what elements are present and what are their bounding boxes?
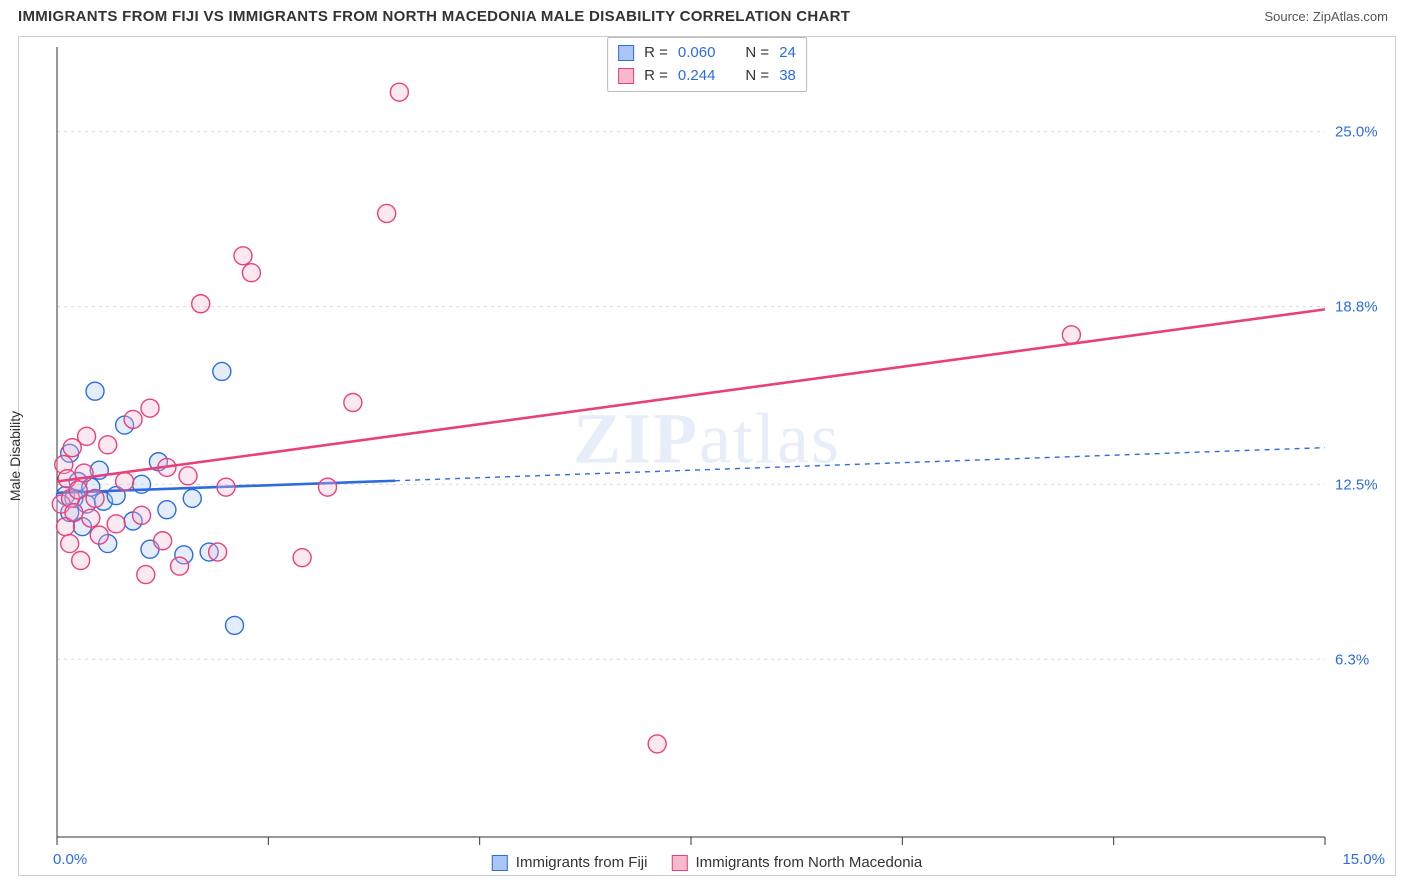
stat-n-label: N = — [745, 65, 769, 88]
y-tick-label: 6.3% — [1335, 651, 1369, 668]
swatch-fiji — [618, 45, 634, 61]
page-title: IMMIGRANTS FROM FIJI VS IMMIGRANTS FROM … — [18, 8, 850, 25]
point-nmk — [390, 83, 408, 101]
source-attribution: Source: ZipAtlas.com — [1264, 9, 1388, 24]
point-nmk — [82, 509, 100, 527]
point-nmk — [234, 247, 252, 265]
point-nmk — [107, 515, 125, 533]
x-axis-min-label: 0.0% — [53, 851, 87, 868]
point-nmk — [65, 504, 83, 522]
point-nmk — [137, 566, 155, 584]
trend-fiji-dashed — [395, 448, 1325, 481]
point-nmk — [90, 526, 108, 544]
stat-r-label: R = — [644, 65, 668, 88]
legend-swatch-nmk — [671, 855, 687, 871]
stat-row-fiji: R = 0.060 N = 24 — [618, 42, 796, 65]
point-fiji — [158, 501, 176, 519]
stat-n-label: N = — [745, 42, 769, 65]
point-nmk — [86, 489, 104, 507]
point-nmk — [319, 478, 337, 496]
point-fiji — [213, 362, 231, 380]
point-nmk — [1062, 326, 1080, 344]
stat-r-value-fiji: 0.060 — [678, 42, 716, 65]
stat-row-nmk: R = 0.244 N = 38 — [618, 65, 796, 88]
point-nmk — [61, 535, 79, 553]
point-nmk — [141, 399, 159, 417]
y-axis-label: Male Disability — [7, 411, 23, 501]
stat-r-label: R = — [644, 42, 668, 65]
point-nmk — [378, 204, 396, 222]
swatch-nmk — [618, 68, 634, 84]
stat-r-value-nmk: 0.244 — [678, 65, 716, 88]
point-nmk — [648, 735, 666, 753]
series-legend: Immigrants from Fiji Immigrants from Nort… — [492, 854, 922, 871]
y-tick-label: 25.0% — [1335, 124, 1378, 141]
trend-nmk-solid — [57, 309, 1325, 481]
point-nmk — [293, 549, 311, 567]
legend-label-fiji: Immigrants from Fiji — [516, 854, 648, 871]
stat-n-value-nmk: 38 — [779, 65, 796, 88]
point-fiji — [226, 616, 244, 634]
source-name: ZipAtlas.com — [1313, 9, 1388, 24]
point-nmk — [154, 532, 172, 550]
y-tick-label: 18.8% — [1335, 299, 1378, 316]
stats-legend: R = 0.060 N = 24 R = 0.244 N = 38 — [607, 37, 807, 92]
point-fiji — [183, 489, 201, 507]
point-fiji — [86, 382, 104, 400]
point-nmk — [179, 467, 197, 485]
x-axis-max-label: 15.0% — [1342, 851, 1385, 868]
point-nmk — [133, 506, 151, 524]
legend-item-nmk: Immigrants from North Macedonia — [671, 854, 922, 871]
point-nmk — [209, 543, 227, 561]
point-nmk — [78, 427, 96, 445]
point-nmk — [217, 478, 235, 496]
point-nmk — [124, 410, 142, 428]
point-nmk — [242, 264, 260, 282]
point-nmk — [344, 394, 362, 412]
point-nmk — [116, 473, 134, 491]
point-nmk — [171, 557, 189, 575]
point-nmk — [69, 481, 87, 499]
y-tick-label: 12.5% — [1335, 476, 1378, 493]
legend-item-fiji: Immigrants from Fiji — [492, 854, 648, 871]
scatter-chart: 6.3% 12.5% 18.8% 25.0% — [19, 37, 1395, 875]
stat-n-value-fiji: 24 — [779, 42, 796, 65]
source-prefix: Source: — [1264, 9, 1312, 24]
legend-swatch-fiji — [492, 855, 508, 871]
point-nmk — [99, 436, 117, 454]
point-nmk — [72, 552, 90, 570]
legend-label-nmk: Immigrants from North Macedonia — [695, 854, 922, 871]
point-nmk — [192, 295, 210, 313]
chart-container: Male Disability 6.3%12.5%18.8%25.0% ZIPa… — [18, 36, 1396, 876]
